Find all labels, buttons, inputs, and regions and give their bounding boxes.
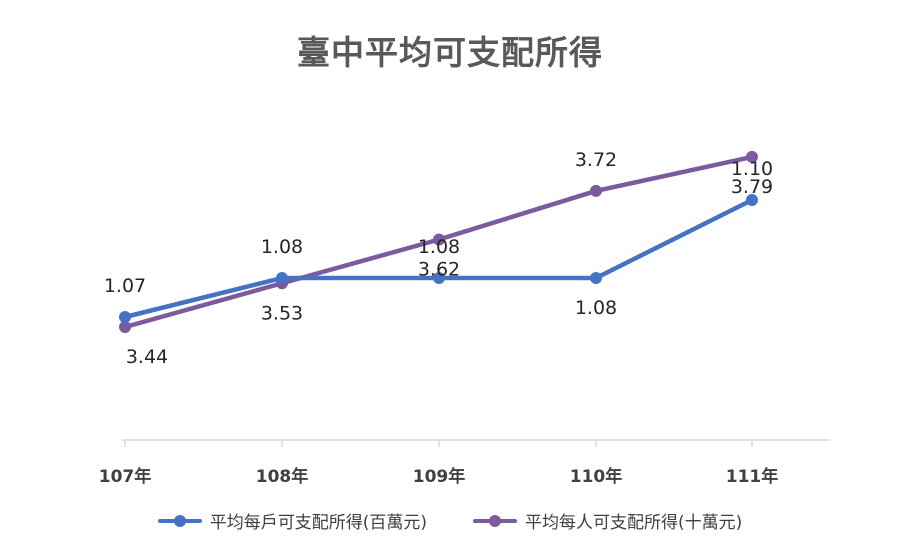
data-label-series-2: 3.53 [261,302,303,324]
data-label-layer: 3.44 3.53 3.62 3.72 3.79 1.07 1.08 1.08 1.08 1.10 [104,149,773,368]
data-label-series-1: 1.08 [418,236,460,258]
data-label-series-2: 3.79 [731,176,773,198]
data-label-series-2: 3.72 [575,149,617,171]
data-point-series-1 [276,272,288,284]
legend-item-series-2: 平均每人可支配所得(十萬元) [473,508,742,533]
x-tick-label: 109年 [413,466,466,487]
line-chart: 107年 108年 109年 110年 111年 3.44 3.53 3.62 3.72 3.7… [99,149,830,487]
data-label-series-2: 3.44 [126,346,168,368]
legend: 平均每戶可支配所得(百萬元) 平均每人可支配所得(十萬元) [0,508,900,533]
data-point-series-2 [119,321,131,333]
data-label-series-1: 1.10 [731,158,773,180]
x-axis: 107年 108年 109年 110年 111年 [99,439,830,487]
x-tick-label: 107年 [99,466,152,487]
data-point-series-2 [590,184,602,197]
x-tick-label: 111年 [726,466,779,487]
series-layer [119,150,758,333]
legend-item-series-1: 平均每戶可支配所得(百萬元) [157,508,427,533]
data-point-series-1 [590,272,602,284]
data-label-series-1: 1.07 [104,275,146,297]
data-point-series-2 [433,233,445,246]
data-point-series-1 [746,194,758,206]
data-point-series-1 [119,311,131,323]
legend-label-series-2: 平均每人可支配所得(十萬元) [525,513,743,533]
x-tick-label: 108年 [256,466,309,487]
legend-swatch-series-1 [157,514,202,527]
data-label-series-2: 3.62 [418,259,460,281]
legend-label-series-1: 平均每戶可支配所得(百萬元) [209,513,427,533]
x-tick-label: 110年 [570,466,623,487]
chart-title: 臺中平均可支配所得 [297,33,603,72]
data-label-series-1: 1.08 [575,297,617,319]
data-point-series-1 [433,272,445,284]
legend-swatch-series-2 [473,514,517,527]
data-label-series-1: 1.08 [261,236,303,258]
data-point-series-2 [746,150,758,163]
